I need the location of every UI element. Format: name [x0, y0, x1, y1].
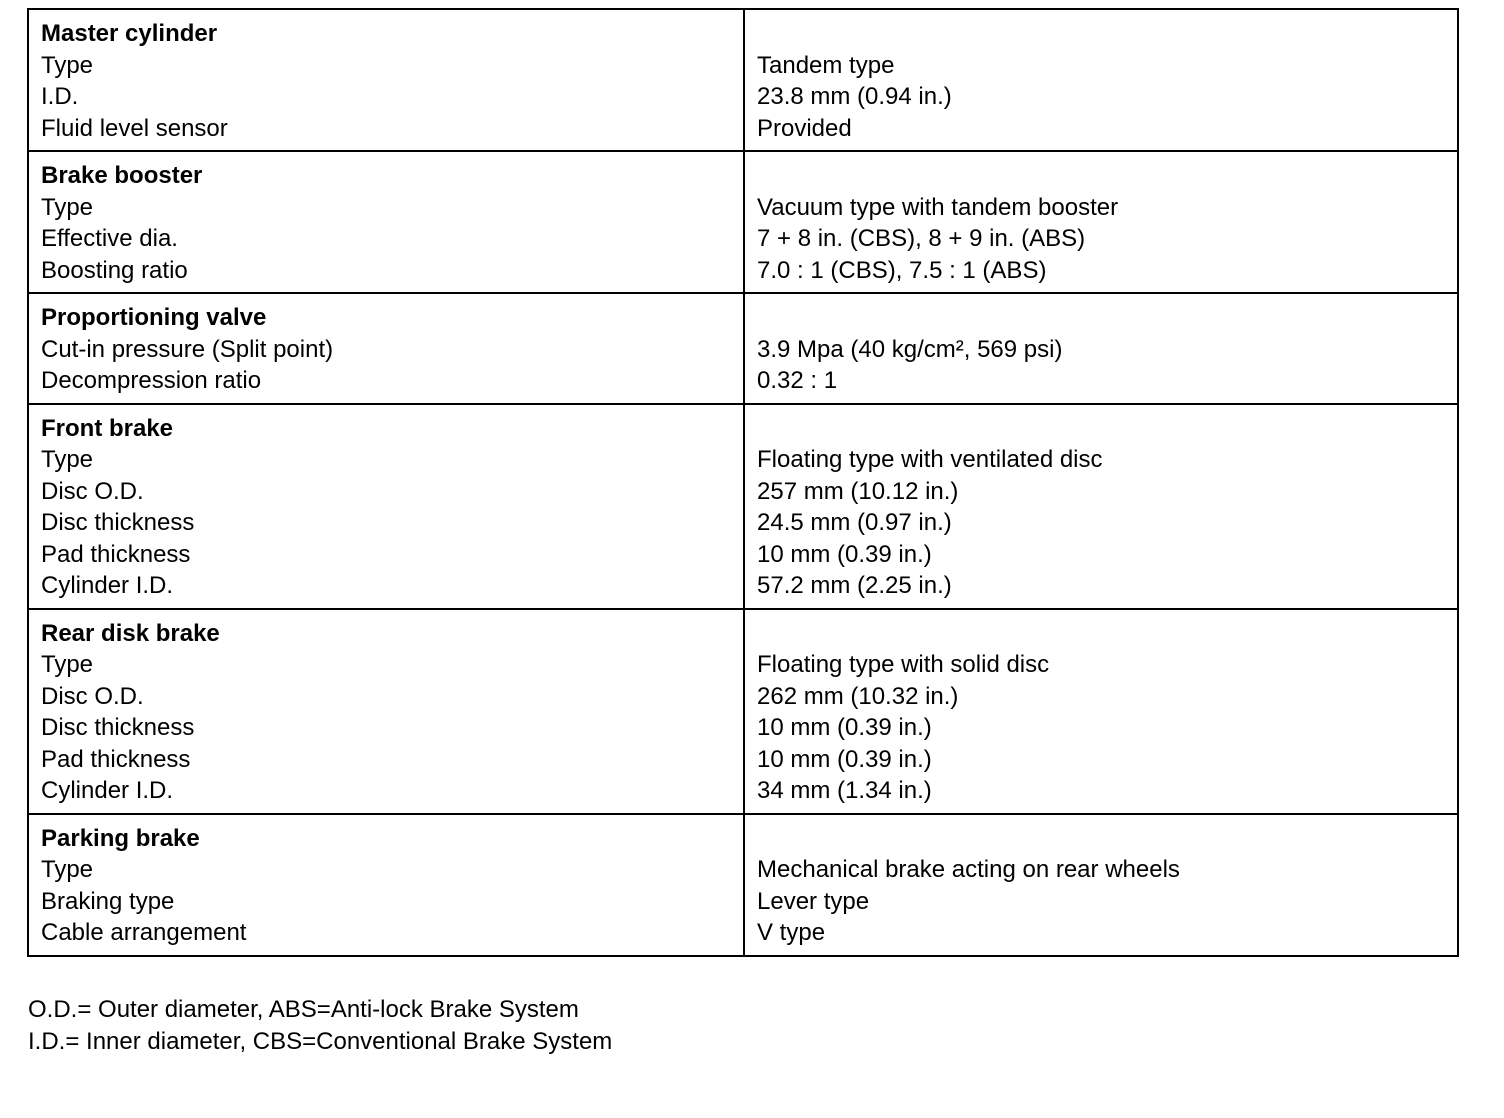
abbreviation-notes: O.D.= Outer diameter, ABS=Anti-lock Brak…	[28, 994, 612, 1058]
spec-values: Vacuum type with tandem booster 7 + 8 in.…	[743, 150, 1459, 294]
spec-label: Cable arrangement	[41, 919, 247, 946]
spec-value: Floating type with solid disc	[757, 651, 1050, 678]
spec-labels: Front brake Type Disc O.D. Disc thickness Pa…	[27, 402, 745, 610]
spec-label: Effective dia.	[41, 225, 178, 252]
spec-label: Pad thickness	[41, 745, 191, 773]
spec-value: 257 mm (10.12 in.)	[757, 477, 959, 505]
spec-value: Provided	[757, 114, 852, 142]
spec-label: Fluid level sensor	[41, 114, 228, 142]
spec-values: Mechanical brake acting on rear wheels Le…	[743, 812, 1459, 957]
spec-values: Floating type with ventilated disc 257 mm…	[743, 402, 1459, 610]
spec-label: Disc thickness	[41, 714, 195, 741]
spec-value: 10 mm (0.39 in.)	[757, 540, 932, 568]
section-row: Master cylinder Type I.D. Fluid level senso…	[27, 8, 1459, 152]
spec-label: Decompression ratio	[41, 367, 262, 394]
section-row: Rear disk brake Type Disc O.D. Disc thickne…	[27, 607, 1459, 815]
spec-label: Type	[41, 446, 94, 473]
spec-value: Floating type with ventilated disc	[757, 446, 1103, 473]
spec-label: Disc O.D.	[41, 682, 144, 710]
spec-value: 7 + 8 in. (CBS), 8 + 9 in. (ABS)	[757, 225, 1086, 252]
spec-value: 262 mm (10.32 in.)	[757, 682, 959, 710]
spec-value: Mechanical brake acting on rear wheels	[757, 856, 1180, 883]
spec-value: 0.32 : 1	[757, 367, 838, 394]
section-title: Rear disk brake	[41, 619, 220, 647]
spec-value: 10 mm (0.39 in.)	[757, 714, 932, 741]
spec-value: 24.5 mm (0.97 in.)	[757, 509, 952, 536]
spec-labels: Master cylinder Type I.D. Fluid level senso…	[27, 8, 745, 152]
spec-labels: Brake booster Type Effective dia. Boosting …	[27, 150, 745, 294]
spec-label: Cylinder I.D.	[41, 777, 174, 804]
spec-label: Type	[41, 856, 94, 883]
spec-value: Lever type	[757, 887, 870, 915]
spec-label: Pad thickness	[41, 540, 191, 568]
spec-values: Floating type with solid disc 262 mm (10.…	[743, 607, 1459, 815]
spec-value: 3.9 Mpa (40 kg/cm², 569 psi)	[757, 335, 1063, 363]
spec-values: Tandem type 23.8 mm (0.94 in.) Provided	[743, 8, 1459, 152]
note: I.D.= Inner diameter, CBS=Conventional B…	[28, 1028, 613, 1055]
spec-labels: Proportioning valve Cut-in pressure (Spli…	[27, 292, 745, 405]
spec-label: Type	[41, 51, 94, 79]
section-title: Proportioning valve	[41, 304, 267, 331]
spec-values: 3.9 Mpa (40 kg/cm², 569 psi) 0.32 : 1	[743, 292, 1459, 405]
spec-label: Type	[41, 651, 94, 678]
spec-label: Cut-in pressure (Split point)	[41, 335, 334, 363]
section-title: Master cylinder	[41, 20, 218, 47]
section-title: Parking brake	[41, 824, 200, 852]
note: O.D.= Outer diameter, ABS=Anti-lock Brak…	[28, 996, 579, 1023]
spec-label: Cylinder I.D.	[41, 572, 174, 599]
spec-value: 10 mm (0.39 in.)	[757, 745, 932, 773]
section-title: Front brake	[41, 414, 174, 442]
spec-value: V type	[757, 919, 826, 946]
spec-label: Disc O.D.	[41, 477, 144, 505]
spec-label: I.D.	[41, 83, 79, 110]
section-row: Brake booster Type Effective dia. Boosting …	[27, 150, 1459, 294]
spec-value: Tandem type	[757, 51, 895, 79]
spec-label: Boosting ratio	[41, 256, 188, 284]
spec-value: 57.2 mm (2.25 in.)	[757, 572, 952, 599]
spec-label: Braking type	[41, 887, 175, 915]
spec-value: Vacuum type with tandem booster	[757, 193, 1119, 221]
section-row: Front brake Type Disc O.D. Disc thickness Pa…	[27, 402, 1459, 610]
specifications-table: Master cylinder Type I.D. Fluid level senso…	[27, 8, 1459, 957]
spec-label: Disc thickness	[41, 509, 195, 536]
section-row: Proportioning valve Cut-in pressure (Spli…	[27, 292, 1459, 405]
spec-labels: Parking brake Type Braking type Cable arran…	[27, 812, 745, 957]
section-row: Parking brake Type Braking type Cable arran…	[27, 812, 1459, 957]
spec-value: 34 mm (1.34 in.)	[757, 777, 932, 804]
spec-value: 7.0 : 1 (CBS), 7.5 : 1 (ABS)	[757, 256, 1047, 284]
section-title: Brake booster	[41, 162, 203, 189]
spec-labels: Rear disk brake Type Disc O.D. Disc thickne…	[27, 607, 745, 815]
spec-label: Type	[41, 193, 94, 221]
spec-value: 23.8 mm (0.94 in.)	[757, 83, 952, 110]
